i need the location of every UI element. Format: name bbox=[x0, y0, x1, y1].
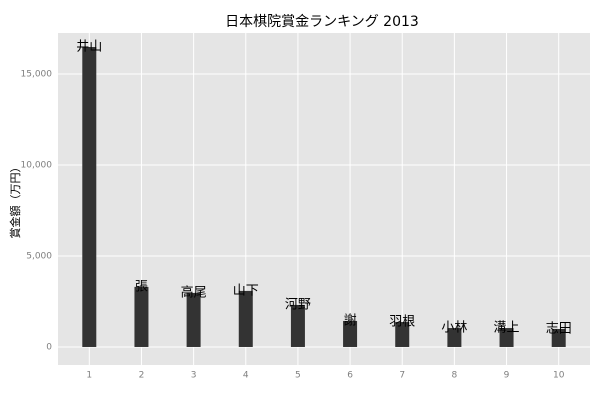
bar-label: 張 bbox=[135, 279, 148, 294]
x-tick-label: 5 bbox=[295, 371, 301, 381]
bar-label: 溝上 bbox=[494, 321, 520, 336]
bar-label: 志田 bbox=[546, 321, 572, 336]
x-tick-label: 2 bbox=[139, 371, 145, 381]
bar-label: 高尾 bbox=[181, 284, 207, 300]
x-tick-label: 6 bbox=[347, 371, 353, 381]
x-tick-label: 7 bbox=[399, 371, 405, 381]
bar bbox=[551, 328, 566, 347]
bar-label: 謝 bbox=[344, 313, 357, 328]
bar-label: 山下 bbox=[233, 283, 259, 298]
x-tick-label: 9 bbox=[504, 371, 510, 381]
chart-title: 日本棋院賞金ランキング 2013 bbox=[225, 14, 419, 30]
y-tick-label: 0 bbox=[46, 342, 52, 352]
y-tick-label: 15,000 bbox=[21, 69, 53, 79]
bar bbox=[238, 290, 253, 347]
bar bbox=[82, 47, 97, 347]
y-tick-label: 10,000 bbox=[21, 160, 53, 170]
bar bbox=[395, 322, 410, 347]
y-tick-label: 5,000 bbox=[26, 251, 52, 261]
bar bbox=[186, 292, 201, 347]
bar bbox=[447, 328, 462, 347]
bar-label: 井山 bbox=[76, 40, 102, 55]
x-tick-label: 3 bbox=[191, 371, 197, 381]
bar-label: 小林 bbox=[441, 321, 467, 336]
bar bbox=[343, 320, 358, 347]
bar-label: 羽根 bbox=[389, 315, 415, 330]
x-tick-label: 10 bbox=[553, 371, 565, 381]
x-tick-label: 1 bbox=[86, 371, 92, 381]
x-tick-label: 4 bbox=[243, 371, 249, 381]
bar bbox=[499, 328, 514, 347]
bar bbox=[290, 304, 305, 347]
bar-label: 河野 bbox=[285, 297, 311, 312]
bar bbox=[134, 286, 149, 347]
x-tick-label: 8 bbox=[452, 371, 458, 381]
y-axis-label: 賞金額（万円） bbox=[8, 162, 22, 239]
